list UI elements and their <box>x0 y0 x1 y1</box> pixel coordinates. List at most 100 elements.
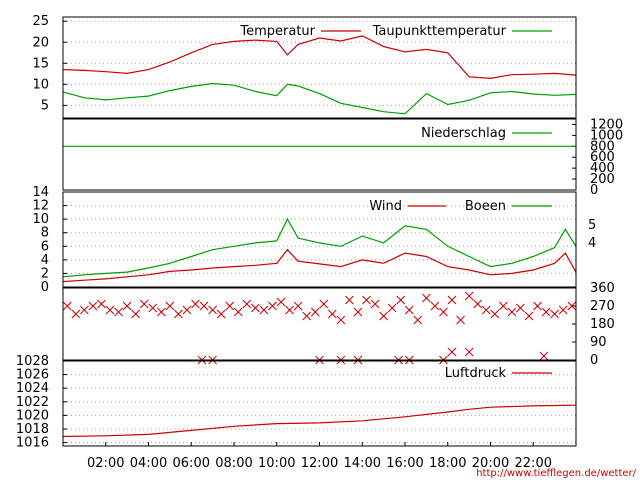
wind-direction-mark-stroke <box>97 299 106 309</box>
wind-direction-mark <box>71 309 81 319</box>
y-tick-label: 8 <box>41 226 49 241</box>
wind-direction-mark <box>490 309 500 319</box>
wind-direction-mark <box>114 307 123 317</box>
wind-direction-mark-stroke <box>71 309 81 319</box>
y-tick-label: 200 <box>590 172 615 187</box>
wind-direction-mark-stroke <box>327 309 337 319</box>
panel-frame <box>62 191 577 288</box>
wind-direction-mark <box>199 301 209 311</box>
wind-direction-mark <box>191 299 200 309</box>
x-tick-label: 04:00 <box>130 456 167 471</box>
wind-direction-mark-stroke <box>182 305 192 315</box>
series-line-taupunkttemperatur <box>62 82 577 115</box>
wind-direction-mark-stroke <box>319 299 329 309</box>
wind-direction-mark <box>148 303 158 313</box>
y-tick-label: 10 <box>32 77 49 92</box>
y-tick-label: 1018 <box>16 422 49 437</box>
wind-direction-mark <box>541 307 551 317</box>
wind-direction-mark <box>464 291 474 301</box>
right-tick-label: 5 <box>588 218 596 233</box>
wind-direction-mark <box>498 301 508 311</box>
x-tick-label: 18:00 <box>429 456 466 471</box>
wind-direction-mark-stroke <box>558 305 568 315</box>
wind-direction-mark <box>97 299 106 309</box>
wind-direction-mark-stroke <box>242 299 252 309</box>
wind-direction-mark-stroke <box>131 309 141 319</box>
wind-direction-mark-stroke <box>225 301 235 311</box>
wind-direction-mark-stroke <box>353 307 363 317</box>
wind-direction-mark <box>131 309 141 319</box>
wind-direction-mark <box>447 347 457 357</box>
wind-direction-mark-stroke <box>533 301 542 311</box>
panel-frame <box>62 287 577 361</box>
y-tick-label: 0 <box>41 280 49 295</box>
x-tick-label: 16:00 <box>386 456 423 471</box>
wind-direction-mark <box>404 305 414 315</box>
wind-direction-mark-stroke <box>293 301 303 311</box>
wind-direction-mark-stroke <box>139 299 149 309</box>
wind-direction-mark-stroke <box>148 303 158 313</box>
wind-direction-mark <box>362 295 371 305</box>
y-tick-label: 90 <box>590 335 607 350</box>
wind-direction-mark <box>80 305 89 315</box>
wind-direction-mark <box>242 299 252 309</box>
wind-direction-mark <box>319 299 329 309</box>
wind-direction-mark <box>293 301 303 311</box>
wind-direction-mark <box>302 311 312 321</box>
wind-direction-mark <box>439 307 448 317</box>
wind-direction-mark <box>208 305 217 315</box>
x-tick-label: 22:00 <box>515 456 552 471</box>
wind-direction-mark-stroke <box>473 299 483 309</box>
wind-direction-mark-stroke <box>567 301 577 311</box>
wind-direction-mark-stroke <box>464 291 474 301</box>
wind-direction-mark-stroke <box>105 305 115 315</box>
y-tick-label: 180 <box>590 317 615 332</box>
x-tick-label: 20:00 <box>472 456 509 471</box>
y-tick-label: 1000 <box>590 128 623 143</box>
wind-direction-mark <box>524 311 534 321</box>
wind-direction-mark-stroke <box>285 305 294 315</box>
wind-direction-mark-stroke <box>439 307 448 317</box>
wind-direction-mark-stroke <box>233 307 243 317</box>
y-tick-label: 400 <box>590 161 615 176</box>
y-tick-label: 800 <box>590 139 615 154</box>
wind-direction-mark-stroke <box>156 307 166 317</box>
wind-direction-mark-stroke <box>370 299 380 309</box>
legend-label: Temperatur <box>239 24 315 39</box>
wind-direction-mark <box>285 305 294 315</box>
wind-direction-mark <box>139 299 149 309</box>
series-line-luftdruck <box>62 404 577 438</box>
y-tick-label: 1028 <box>16 354 49 369</box>
wind-direction-mark-stroke <box>404 305 414 315</box>
wind-direction-mark-stroke <box>430 301 440 311</box>
y-tick-label: 1026 <box>16 368 49 383</box>
y-tick-label: 1016 <box>16 436 49 451</box>
wind-direction-mark-stroke <box>302 311 312 321</box>
series-line-wind <box>62 248 577 283</box>
legend-label: Taupunkttemperatur <box>372 24 507 39</box>
series-line-boeen <box>62 217 577 278</box>
legend-label: Luftdruck <box>445 366 507 381</box>
wind-direction-mark <box>276 297 286 307</box>
wind-direction-mark <box>550 309 559 319</box>
right-tick-label: 4 <box>588 236 596 251</box>
wind-direction-mark-stroke <box>268 301 277 311</box>
wind-direction-mark-stroke <box>524 311 534 321</box>
wind-direction-mark-stroke <box>422 293 431 303</box>
wind-direction-mark <box>533 301 542 311</box>
y-tick-label: 10 <box>32 212 49 227</box>
y-tick-label: 12 <box>32 199 49 214</box>
wind-direction-mark <box>456 315 465 325</box>
wind-direction-mark-stroke <box>481 305 491 315</box>
wind-direction-mark-stroke <box>208 305 217 315</box>
wind-direction-mark <box>251 303 260 313</box>
wind-direction-mark-stroke <box>62 301 72 311</box>
wind-direction-mark <box>413 315 423 325</box>
wind-direction-mark <box>481 305 491 315</box>
panel-frame <box>62 16 577 119</box>
wind-direction-mark <box>105 305 115 315</box>
y-tick-label: 1200 <box>590 117 623 132</box>
wind-direction-mark-stroke <box>550 309 559 319</box>
y-tick-label: 1022 <box>16 395 49 410</box>
